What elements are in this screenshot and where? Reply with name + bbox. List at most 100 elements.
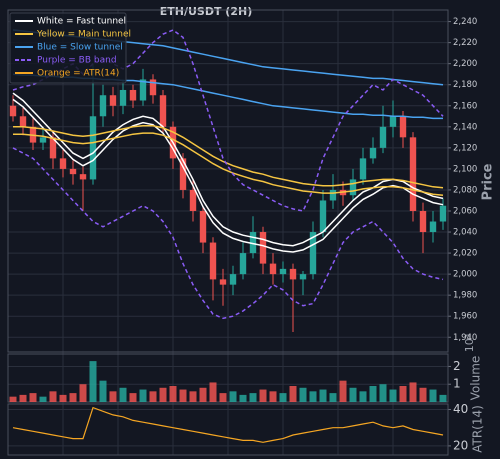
volume-bar	[439, 394, 447, 402]
panel-frame	[7, 9, 449, 353]
volume-bar	[69, 393, 77, 402]
volume-bar	[19, 394, 27, 402]
legend-label: Yellow = Main tunnel	[36, 30, 131, 40]
candle-body	[399, 116, 407, 138]
volume-bar	[109, 391, 117, 402]
y-tick-label: 2,000	[453, 270, 477, 280]
y-tick-label: 2,180	[453, 80, 477, 90]
y-tick-label: 2,120	[453, 143, 477, 153]
volume-bar	[9, 396, 17, 402]
candle-body	[59, 158, 67, 169]
y-axis-label: Price	[481, 163, 496, 200]
y-tick-label: 2,240	[453, 17, 477, 27]
volume-bar	[279, 393, 287, 402]
candle-body	[239, 253, 247, 275]
band-lower	[12, 98, 444, 253]
volume-bar	[49, 391, 57, 402]
volume-bar	[259, 389, 267, 402]
panel-frame	[7, 353, 449, 403]
band-upper	[13, 125, 444, 189]
candle-body	[199, 210, 207, 243]
y-tick-label: 40	[453, 402, 468, 416]
volume-bar	[319, 389, 327, 402]
candle-body	[109, 95, 117, 106]
volume-bar	[249, 393, 257, 402]
y-tick-label: 1,940	[453, 333, 477, 343]
volume-bar	[429, 389, 437, 402]
legend-label: White = Fast tunnel	[37, 17, 126, 27]
volume-bar	[179, 389, 187, 402]
y-tick-label: 1,960	[453, 312, 477, 322]
y-tick-label: 2,080	[453, 185, 477, 195]
volume-bar	[169, 386, 177, 402]
candle-body	[259, 232, 267, 264]
y-tick-label: 2,160	[453, 101, 477, 111]
legend-label: Blue = Slow tunnel	[37, 43, 123, 53]
candle-body	[299, 274, 307, 280]
candle-body	[219, 279, 227, 285]
volume-bar	[299, 387, 307, 402]
y-tick-label: 2	[453, 359, 461, 373]
candle-body	[179, 158, 187, 190]
y-axis-label: Volume	[469, 356, 483, 401]
volume-bar	[339, 380, 347, 402]
volume-bar	[129, 393, 137, 402]
candle-body	[269, 263, 277, 275]
volume-bar	[329, 393, 337, 402]
candle-body	[129, 89, 137, 101]
y-tick-label: 2,020	[453, 249, 477, 259]
y-tick-label: 2,200	[453, 59, 477, 69]
candle-body	[369, 147, 377, 159]
candle-body	[329, 189, 337, 201]
volume-bar	[399, 386, 407, 402]
volume-bar	[229, 391, 237, 402]
candle-body	[249, 232, 257, 254]
candle-body	[419, 210, 427, 233]
volume-bar	[89, 361, 97, 402]
candle-body	[349, 179, 357, 196]
volume-bar	[119, 387, 127, 402]
candle-body	[359, 158, 367, 180]
volume-bar	[409, 382, 417, 402]
candle-body	[319, 200, 327, 233]
candle-body	[189, 189, 197, 211]
volume-bar	[309, 391, 317, 402]
volume-bar	[389, 389, 397, 402]
candle-body	[379, 126, 387, 148]
volume-bar	[369, 386, 377, 402]
volume-bar	[419, 387, 427, 402]
candle-body	[309, 232, 317, 275]
candle-body	[429, 221, 437, 233]
band-upper	[12, 29, 444, 212]
candle-body	[49, 137, 57, 159]
volume-bar	[189, 391, 197, 402]
y-tick-label: 20	[453, 438, 468, 452]
y-tick-label: 1,980	[453, 291, 477, 301]
candle-body	[19, 116, 27, 127]
volume-bar	[59, 394, 67, 402]
volume-bar	[379, 384, 387, 402]
volume-bar	[269, 391, 277, 402]
volume-bar	[79, 384, 87, 402]
volume-bar	[39, 396, 47, 402]
candle-body	[209, 242, 217, 280]
y-tick-label: 1	[453, 377, 461, 391]
offset-label: 10³	[463, 334, 476, 352]
candle-body	[409, 137, 417, 211]
volume-bar	[239, 394, 247, 402]
volume-bar	[209, 382, 217, 402]
volume-bar	[349, 387, 357, 402]
volume-bar	[99, 380, 107, 402]
candle-body	[89, 116, 97, 180]
candle-body	[119, 89, 127, 106]
volume-bar	[359, 391, 367, 402]
volume-bar	[139, 389, 147, 402]
volume-bar	[149, 391, 157, 402]
volume-bar	[159, 387, 167, 402]
candle-body	[289, 268, 297, 280]
volume-bar	[29, 393, 37, 402]
candle-body	[229, 274, 237, 285]
volume-bar	[219, 393, 227, 402]
candle-body	[69, 168, 77, 175]
